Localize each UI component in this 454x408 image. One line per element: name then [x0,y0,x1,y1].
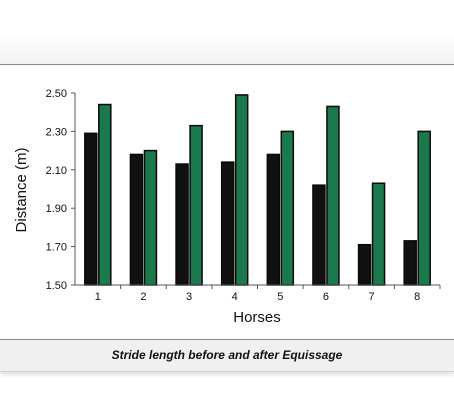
caption-band: Stride length before and after Equissage [0,339,454,372]
bar-after-4 [234,94,249,286]
bar-after-5 [280,130,295,286]
y-tick-label: 1.50 [46,280,67,292]
x-tick-label: 4 [232,291,238,303]
y-ticks-group: 1.50 1.70 1.90 2.10 2.30 2.50 [46,88,75,292]
x-tick-label: 3 [186,291,192,303]
y-tick-label: 2.10 [46,165,67,177]
chart-caption: Stride length before and after Equissage [111,348,343,362]
bar-after-6 [326,105,340,286]
top-band [0,32,454,65]
x-tick-label: 1 [95,291,101,303]
bar-before-2 [129,153,144,286]
bar-after-2 [143,149,158,286]
bar-after-1 [98,103,112,286]
bar-before-1 [84,132,98,286]
bars-group [84,94,431,286]
bar-after-7 [371,182,386,286]
bar-before-7 [357,243,372,286]
y-tick-label: 1.90 [46,203,67,215]
x-tick-label: 2 [140,291,146,303]
bar-after-8 [417,130,431,286]
x-axis-label: Horses [233,309,281,326]
bar-before-8 [403,240,417,286]
bar-after-3 [189,124,203,286]
bar-before-5 [266,153,281,286]
bar-before-4 [220,161,235,286]
x-tick-label: 6 [323,291,329,303]
x-tick-label: 5 [277,291,283,303]
bar-before-3 [175,163,189,286]
y-tick-label: 2.50 [46,88,67,100]
y-tick-label: 1.70 [46,242,67,254]
x-tick-label: 8 [414,291,420,303]
bar-before-6 [312,184,326,286]
y-tick-label: 2.30 [46,126,67,138]
y-axis-label: Distance (m) [13,147,30,232]
x-ticks-group: 1 2 3 4 5 6 7 8 [95,285,441,303]
x-tick-label: 7 [369,291,375,303]
